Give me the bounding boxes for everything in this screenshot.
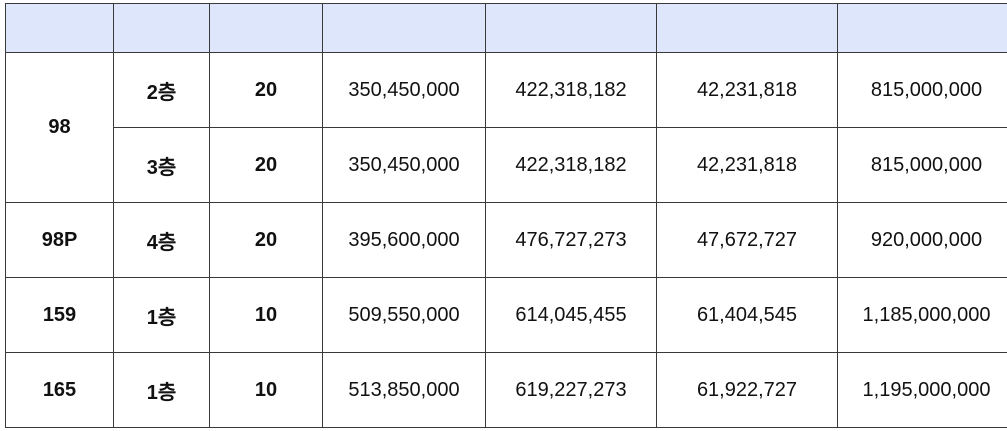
value-cell-1: 513,850,000	[322, 352, 486, 428]
units-cell: 20	[209, 52, 323, 128]
value-cell-3: 42,231,818	[656, 52, 838, 128]
value-cell-1: 509,550,000	[322, 277, 486, 353]
header-cell-7	[837, 3, 1007, 53]
total-cell: 815,000,000	[837, 127, 1007, 203]
floor-cell: 4층	[113, 202, 210, 278]
units-cell: 20	[209, 127, 323, 203]
floor-cell: 1층	[113, 352, 210, 428]
value-cell-2: 422,318,182	[485, 127, 657, 203]
header-cell-1	[5, 3, 114, 53]
total-cell: 1,185,000,000	[837, 277, 1007, 353]
value-cell-1: 395,600,000	[322, 202, 486, 278]
value-cell-3: 61,404,545	[656, 277, 838, 353]
table-row: 98 2층 20 350,450,000 422,318,182 42,231,…	[5, 52, 1007, 203]
header-cell-2	[113, 3, 210, 53]
value-cell-3: 42,231,818	[656, 127, 838, 203]
type-cell: 165	[5, 352, 114, 428]
header-row	[5, 3, 1007, 53]
type-cell: 159	[5, 277, 114, 353]
floor-cell: 3층	[113, 127, 210, 203]
value-cell-3: 47,672,727	[656, 202, 838, 278]
table-row: 165 1층 10 513,850,000 619,227,273 61,922…	[5, 352, 1007, 428]
units-cell: 10	[209, 352, 323, 428]
header-cell-4	[322, 3, 486, 53]
price-table: 98 2층 20 350,450,000 422,318,182 42,231,…	[5, 3, 1007, 428]
value-cell-3: 61,922,727	[656, 352, 838, 428]
total-cell: 920,000,000	[837, 202, 1007, 278]
header-cell-5	[485, 3, 657, 53]
table-row: 159 1층 10 509,550,000 614,045,455 61,404…	[5, 277, 1007, 353]
value-cell-2: 476,727,273	[485, 202, 657, 278]
header-cell-6	[656, 3, 838, 53]
total-cell: 1,195,000,000	[837, 352, 1007, 428]
type-cell: 98	[5, 52, 114, 203]
header-cell-3	[209, 3, 323, 53]
total-cell: 815,000,000	[837, 52, 1007, 128]
type-cell: 98P	[5, 202, 114, 278]
floor-cell: 2층	[113, 52, 210, 128]
value-cell-2: 614,045,455	[485, 277, 657, 353]
value-cell-1: 350,450,000	[322, 52, 486, 128]
value-cell-1: 350,450,000	[322, 127, 486, 203]
floor-cell: 1층	[113, 277, 210, 353]
value-cell-2: 422,318,182	[485, 52, 657, 128]
units-cell: 20	[209, 202, 323, 278]
value-cell-2: 619,227,273	[485, 352, 657, 428]
units-cell: 10	[209, 277, 323, 353]
table-row: 98P 4층 20 395,600,000 476,727,273 47,672…	[5, 202, 1007, 278]
table-row: 3층 20 350,450,000 422,318,182 42,231,818…	[6, 127, 1007, 203]
